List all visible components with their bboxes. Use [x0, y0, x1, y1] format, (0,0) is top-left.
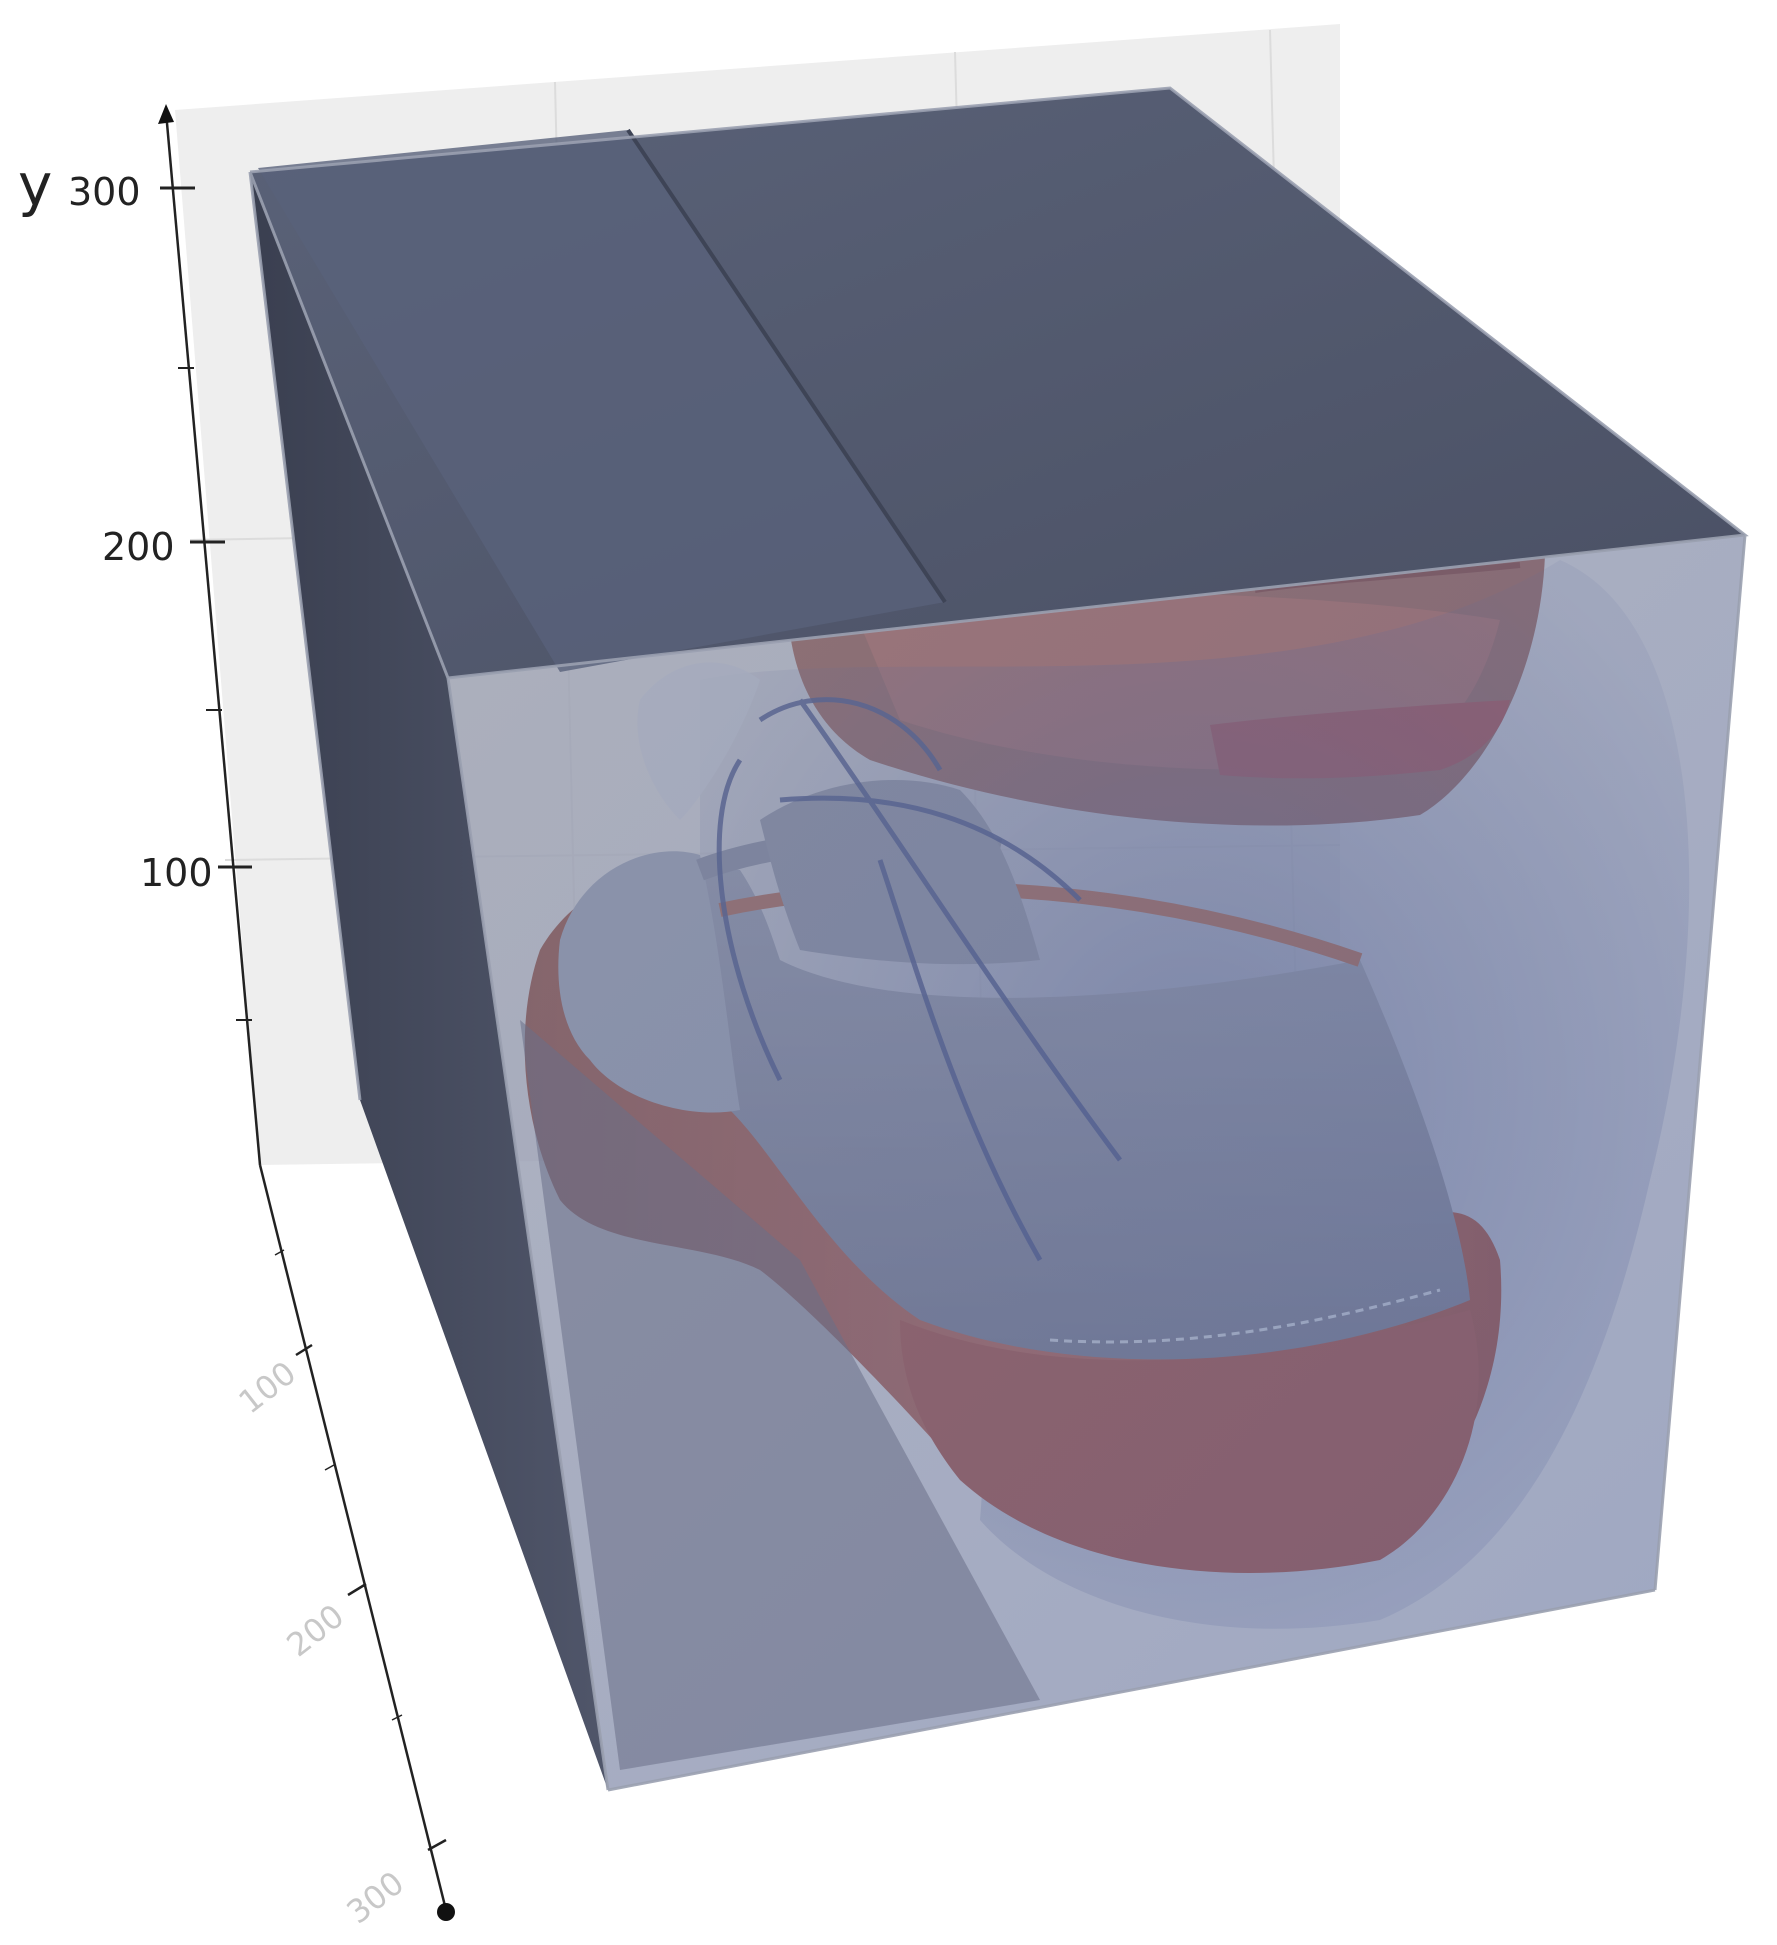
y-axis-arrow-icon: [158, 104, 174, 124]
lid-flap: [258, 130, 945, 672]
y-tick-label: 100: [140, 851, 213, 895]
shoe-box-volume: [248, 86, 1749, 1792]
y-tick-label: 200: [102, 525, 175, 569]
depth-axis: 100 200 300: [232, 1164, 455, 1932]
box-front-flap: [520, 1020, 1040, 1770]
y-axis-label: y: [18, 151, 52, 219]
depth-tick-label: 200: [280, 1597, 352, 1665]
box-left-wall: [250, 172, 608, 1790]
y-tick-label: 300: [68, 170, 141, 214]
y-axis: y 300 200 100: [18, 104, 262, 1166]
depth-axis-end-icon: [437, 1903, 455, 1921]
depth-tick-label: 300: [340, 1864, 412, 1932]
depth-tick-label: 100: [232, 1354, 304, 1422]
